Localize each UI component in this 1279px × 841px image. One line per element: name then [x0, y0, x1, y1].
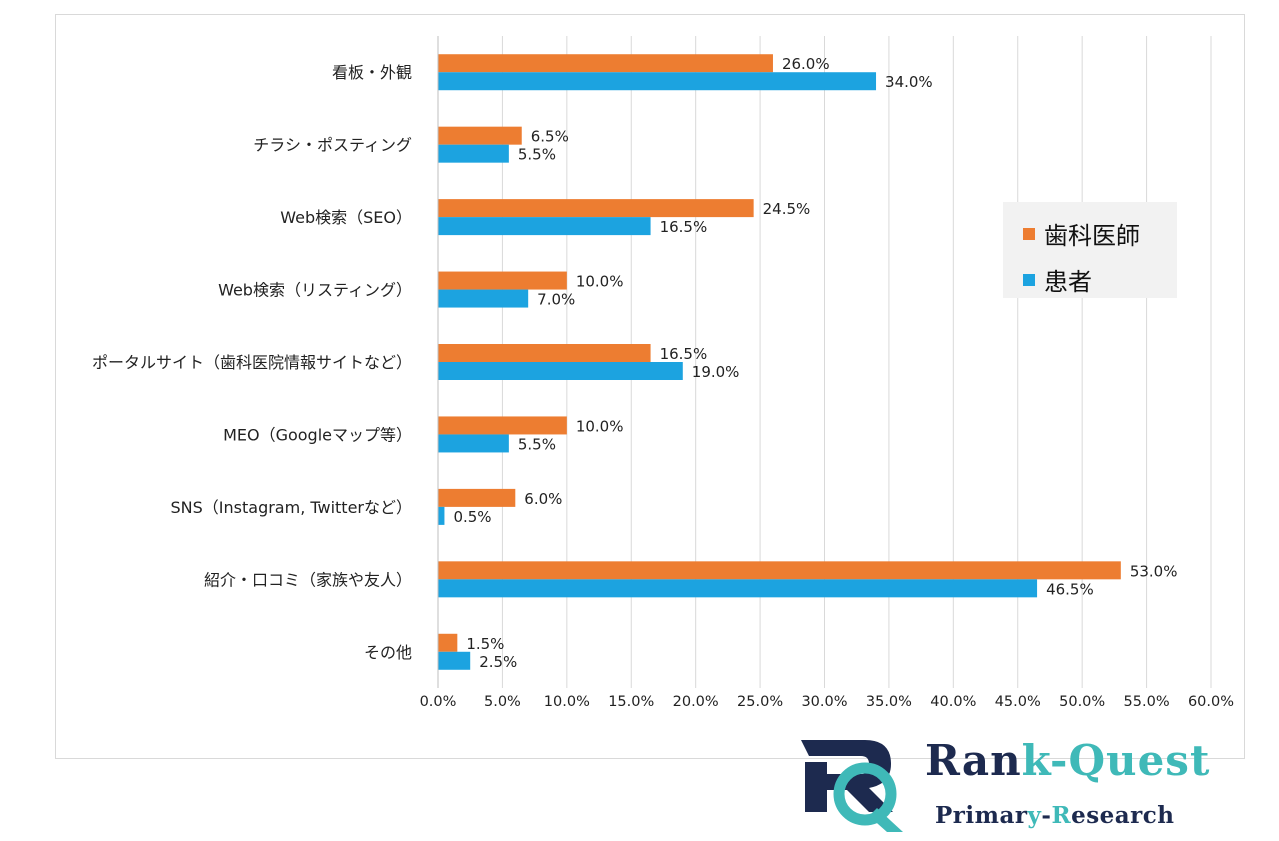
- rank-quest-logo: Rank-Quest Primary-Research: [795, 732, 1265, 836]
- bar-patient-8: [438, 651, 471, 670]
- category-label-2: Web検索（SEO）: [280, 208, 412, 227]
- bar-dentist-1: [438, 126, 522, 145]
- category-label-5: MEO（Googleマップ等）: [223, 425, 412, 444]
- category-label-7: 紹介・口コミ（家族や友人）: [204, 570, 412, 589]
- x-tick-label-0: 0.0%: [420, 694, 457, 710]
- legend-item-patient: 患者: [1023, 262, 1092, 297]
- x-tick-label-1: 5.0%: [484, 694, 521, 710]
- x-tick-label-11: 55.0%: [1124, 694, 1170, 710]
- bar-patient-2: [438, 217, 651, 236]
- chart-frame: [55, 14, 1245, 759]
- data-label-dentist-5: 10.0%: [576, 417, 624, 435]
- data-label-patient-0: 34.0%: [885, 73, 933, 91]
- data-label-patient-5: 5.5%: [518, 435, 556, 453]
- bar-dentist-0: [438, 54, 773, 73]
- bar-patient-7: [438, 579, 1038, 598]
- x-tick-label-3: 15.0%: [608, 694, 654, 710]
- logo-subtitle: Primary-Research: [935, 802, 1175, 829]
- data-label-patient-4: 19.0%: [692, 363, 740, 381]
- category-label-1: チラシ・ポスティング: [253, 136, 412, 155]
- data-label-dentist-2: 24.5%: [763, 200, 811, 218]
- data-label-dentist-3: 10.0%: [576, 273, 624, 291]
- logo-title: Rank-Quest: [925, 736, 1211, 785]
- data-label-dentist-7: 53.0%: [1130, 562, 1178, 580]
- bar-patient-4: [438, 362, 683, 380]
- category-label-3: Web検索（リスティング）: [218, 281, 412, 300]
- data-label-dentist-8: 1.5%: [466, 635, 504, 653]
- x-tick-label-4: 20.0%: [673, 694, 719, 710]
- category-label-8: その他: [364, 643, 412, 662]
- legend-swatch-patient: [1023, 273, 1035, 286]
- data-label-dentist-6: 6.0%: [524, 490, 562, 508]
- x-tick-label-7: 35.0%: [866, 694, 912, 710]
- bar-dentist-2: [438, 199, 754, 218]
- data-label-dentist-1: 6.5%: [531, 128, 569, 146]
- category-label-4: ポータルサイト（歯科医院情報サイトなど）: [92, 353, 412, 372]
- x-tick-label-6: 30.0%: [801, 694, 847, 710]
- legend-item-dentist: 歯科医師: [1023, 216, 1140, 251]
- x-tick-label-2: 10.0%: [544, 694, 590, 710]
- rank-quest-logo-mark: [801, 740, 903, 832]
- bar-patient-6: [438, 506, 445, 525]
- legend-swatch-dentist: [1023, 227, 1035, 240]
- bar-patient-3: [438, 289, 529, 308]
- legend-label-patient: 患者: [1044, 268, 1092, 296]
- category-label-6: SNS（Instagram, Twitterなど）: [171, 498, 412, 517]
- data-label-patient-3: 7.0%: [537, 291, 575, 309]
- bar-dentist-6: [438, 488, 516, 507]
- x-tick-label-12: 60.0%: [1188, 694, 1234, 710]
- bar-patient-5: [438, 434, 509, 453]
- chart-legend: 歯科医師 患者: [1003, 202, 1177, 298]
- bar-dentist-3: [438, 271, 567, 290]
- legend-label-dentist: 歯科医師: [1044, 222, 1140, 250]
- category-label-0: 看板・外観: [332, 63, 412, 82]
- x-tick-label-8: 40.0%: [930, 694, 976, 710]
- bar-dentist-4: [438, 344, 651, 362]
- data-label-patient-7: 46.5%: [1046, 580, 1094, 598]
- bar-dentist-7: [438, 561, 1121, 580]
- bar-dentist-8: [438, 633, 458, 652]
- data-label-patient-8: 2.5%: [479, 653, 517, 671]
- x-tick-label-5: 25.0%: [737, 694, 783, 710]
- x-tick-label-10: 50.0%: [1059, 694, 1105, 710]
- data-label-patient-2: 16.5%: [660, 218, 708, 236]
- x-tick-label-9: 45.0%: [995, 694, 1041, 710]
- data-label-patient-6: 0.5%: [453, 508, 491, 526]
- data-label-dentist-4: 16.5%: [660, 345, 708, 363]
- data-label-dentist-0: 26.0%: [782, 55, 830, 73]
- bar-dentist-5: [438, 416, 567, 435]
- bar-patient-0: [438, 72, 877, 91]
- bar-patient-1: [438, 144, 509, 163]
- data-label-patient-1: 5.5%: [518, 146, 556, 164]
